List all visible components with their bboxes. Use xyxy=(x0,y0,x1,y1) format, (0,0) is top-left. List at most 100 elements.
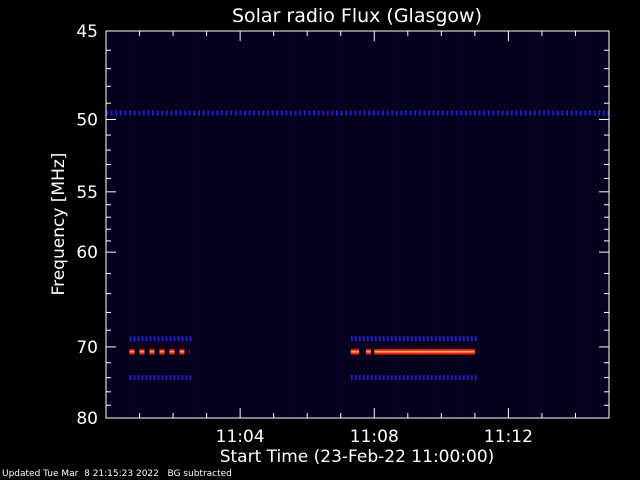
sideband-dot xyxy=(124,110,127,116)
sideband-dot xyxy=(478,110,481,116)
sideband-dot xyxy=(575,110,578,116)
noise-streak xyxy=(303,32,305,417)
noise-streak xyxy=(606,32,608,417)
sideband-dot xyxy=(378,375,381,381)
noise-streak xyxy=(186,32,188,417)
sideband-dot xyxy=(566,110,568,116)
sideband-dot xyxy=(366,336,369,342)
sideband-dot xyxy=(602,110,605,116)
noise-streak xyxy=(402,32,404,417)
noise-streak xyxy=(474,32,476,417)
sideband-dot xyxy=(428,110,430,116)
y-tick-label: 60 xyxy=(76,243,98,263)
noise-streak xyxy=(168,32,170,417)
sideband-dot xyxy=(308,110,311,116)
sideband-dot xyxy=(409,110,412,116)
sideband-dot xyxy=(394,375,397,381)
noise-streak xyxy=(165,32,167,417)
y-axis: 45 50 55 60 70 80 xyxy=(76,22,609,429)
sideband-dot xyxy=(133,110,136,116)
sideband-dot xyxy=(598,110,601,116)
noise-streak xyxy=(519,32,521,417)
noise-streak xyxy=(450,32,452,417)
sideband-dot xyxy=(400,110,403,116)
sideband-dot xyxy=(455,110,458,116)
noise-streak xyxy=(216,32,218,417)
sideband-dot xyxy=(161,336,164,342)
noise-streak xyxy=(267,32,269,417)
sideband-dot xyxy=(464,110,467,116)
sideband-dot xyxy=(438,336,441,342)
noise-streak xyxy=(552,32,554,417)
sideband-dot xyxy=(129,336,132,342)
sideband-dot xyxy=(137,336,140,342)
noise-streak xyxy=(258,32,260,417)
sideband-dot xyxy=(362,336,365,342)
sideband-dot xyxy=(382,336,385,342)
sideband-dot xyxy=(115,110,118,116)
noise-streak xyxy=(228,32,230,417)
sideband-dot xyxy=(483,110,486,116)
sideband-dot xyxy=(510,110,513,116)
noise-streak xyxy=(270,32,272,417)
noise-streak xyxy=(585,32,587,417)
noise-streak xyxy=(579,32,581,417)
emission-segment xyxy=(129,348,135,355)
sideband-dot xyxy=(253,110,256,116)
sideband-dot xyxy=(386,336,389,342)
sideband-dot xyxy=(165,336,168,342)
noise-streak xyxy=(597,32,599,417)
sideband-dot xyxy=(370,375,373,381)
noise-streak xyxy=(321,32,323,417)
emission-segment xyxy=(139,348,145,355)
noise-streak xyxy=(234,32,236,417)
noise-streak xyxy=(159,32,161,417)
noise-streak xyxy=(315,32,317,417)
sideband-dot xyxy=(370,336,373,342)
sideband-dot xyxy=(175,110,177,116)
noise-streak xyxy=(171,32,173,417)
noise-streak xyxy=(222,32,224,417)
noise-streak xyxy=(570,32,572,417)
sideband-dot xyxy=(119,110,122,116)
sideband-dot xyxy=(423,110,426,116)
noise-streak xyxy=(162,32,164,417)
sideband-dot xyxy=(184,110,187,116)
noise-streak xyxy=(117,32,119,417)
sideband-dot xyxy=(462,375,465,381)
sideband-dot xyxy=(177,375,180,381)
y-tick-label: 70 xyxy=(76,338,98,358)
sideband-dot xyxy=(161,110,164,116)
sideband-dot xyxy=(391,110,394,116)
chart-title: Solar radio Flux (Glasgow) xyxy=(232,5,482,27)
sideband-dot xyxy=(474,110,476,116)
sideband-dot xyxy=(410,336,413,342)
sideband-dot xyxy=(426,336,429,342)
noise-streak xyxy=(174,32,176,417)
sideband-dot xyxy=(492,110,495,116)
noise-streak xyxy=(246,32,248,417)
noise-streak xyxy=(489,32,491,417)
sideband-dot xyxy=(414,110,417,116)
sideband-dot xyxy=(390,336,393,342)
sideband-dot xyxy=(173,375,176,381)
sideband-dot xyxy=(430,336,433,342)
sideband-dot xyxy=(382,110,384,116)
sideband-dot xyxy=(169,375,172,381)
y-tick-label: 80 xyxy=(76,409,98,429)
sideband-dot xyxy=(350,336,353,342)
sideband-dot xyxy=(230,110,233,116)
sideband-dot xyxy=(390,375,393,381)
sideband-dot xyxy=(469,110,472,116)
sideband-dot xyxy=(422,336,425,342)
noise-streak xyxy=(369,32,371,417)
noise-streak xyxy=(144,32,146,417)
noise-streak xyxy=(375,32,377,417)
noise-streak xyxy=(195,32,197,417)
sideband-dot xyxy=(141,336,144,342)
noise-streak xyxy=(249,32,251,417)
sideband-dot xyxy=(110,110,113,116)
sideband-dot xyxy=(317,110,320,116)
noise-streak xyxy=(513,32,515,417)
